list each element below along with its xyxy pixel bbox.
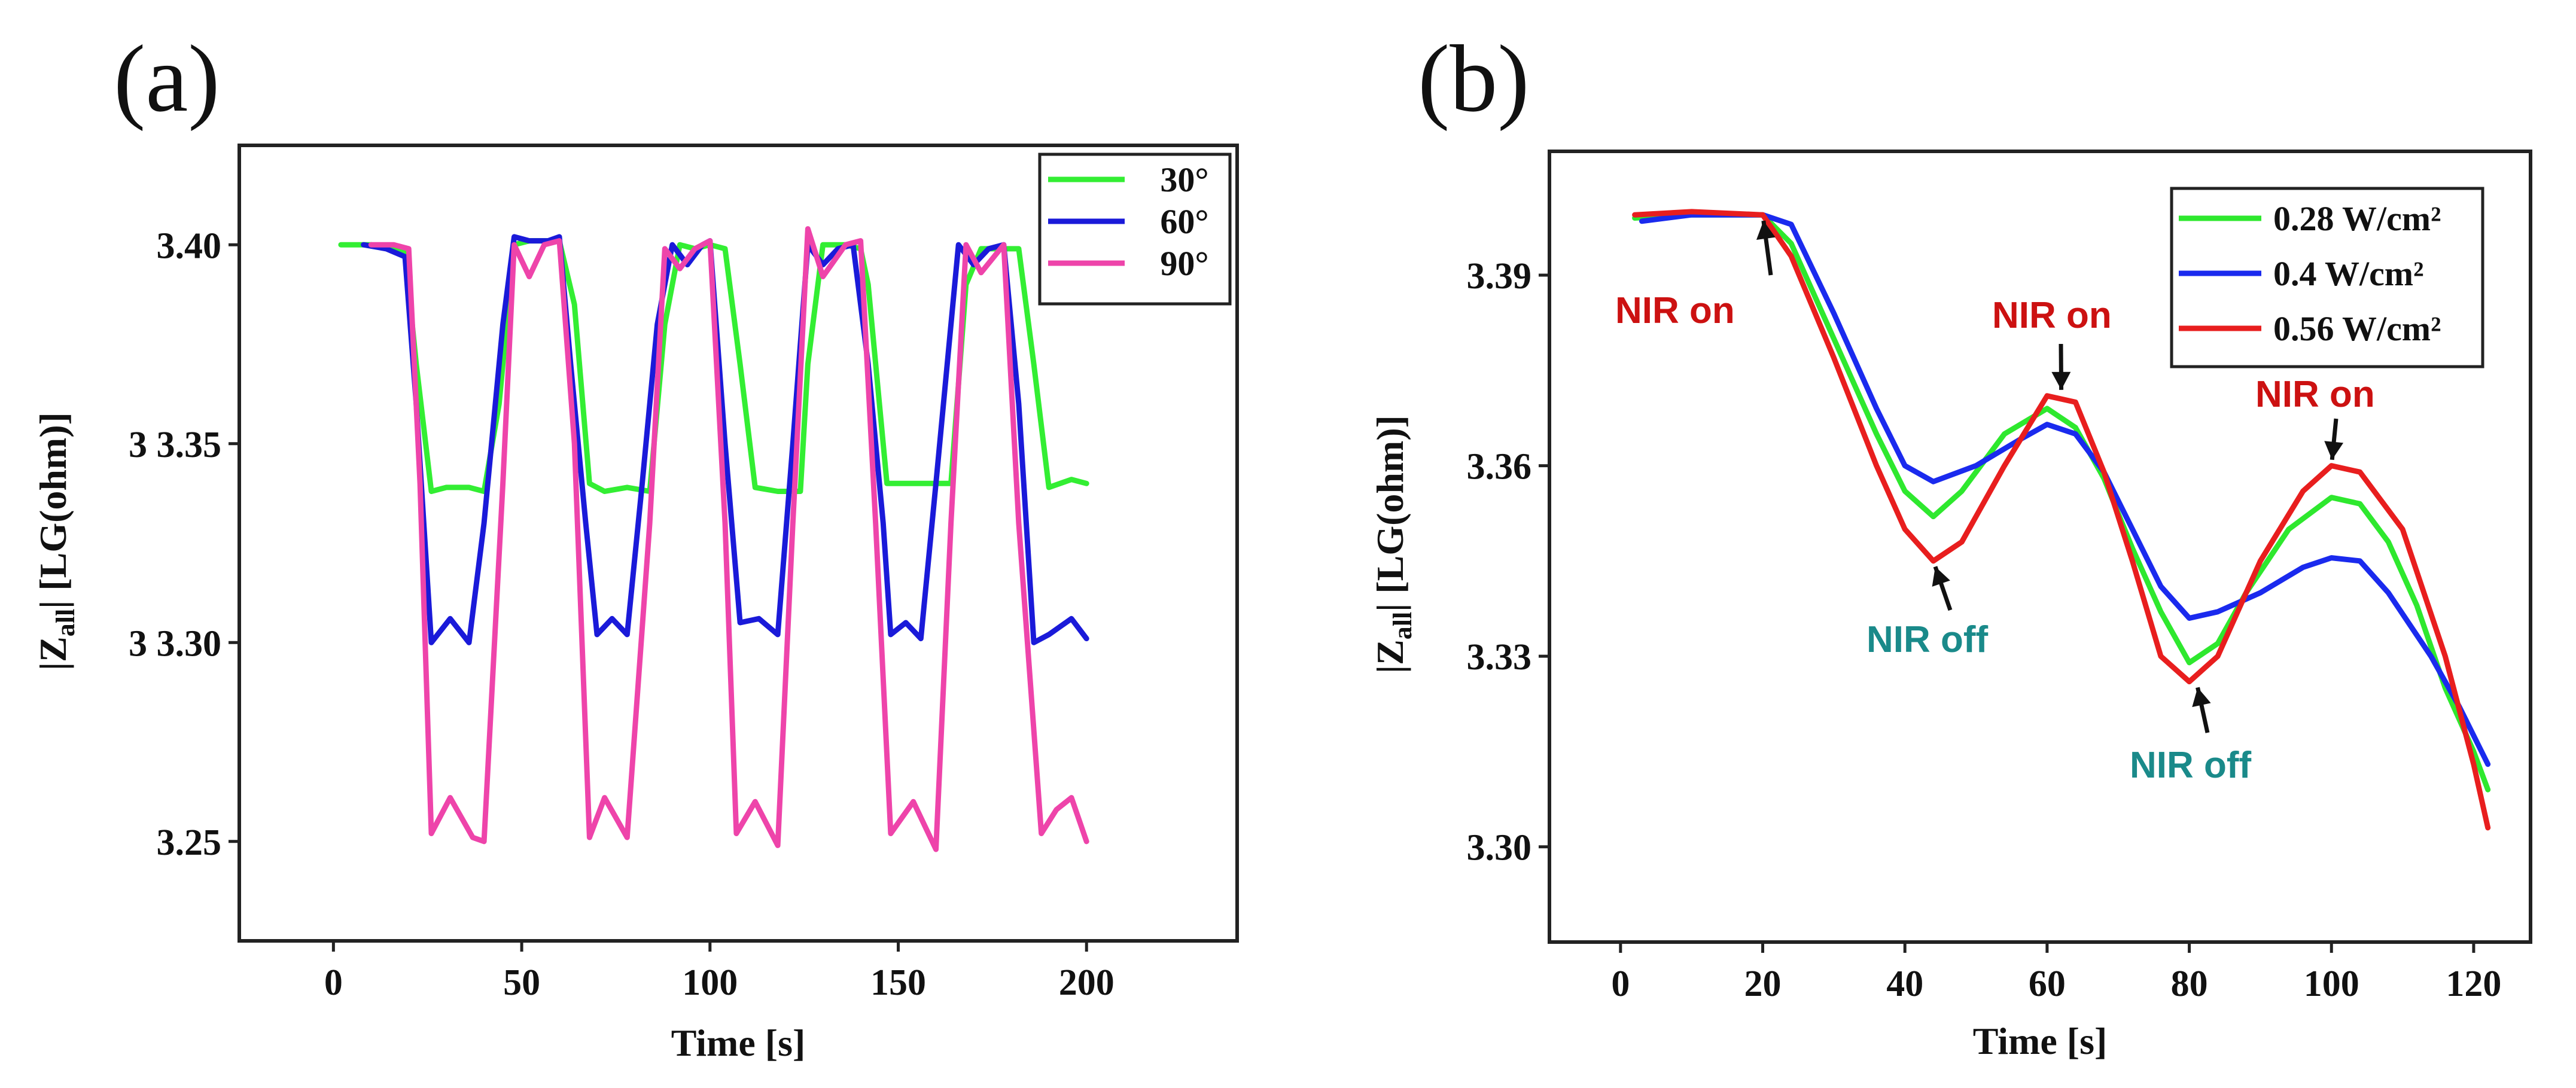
annotation-label: NIR off bbox=[2130, 745, 2252, 786]
legend-label-b: 0.28 W/cm² bbox=[2273, 199, 2441, 238]
y-tick-label-b: 3.33 bbox=[1467, 637, 1532, 678]
x-tick-label-b: 80 bbox=[2171, 964, 2208, 1004]
y-tick-label-b: 3.30 bbox=[1467, 828, 1532, 868]
y-axis-title-a-sub: all bbox=[51, 609, 80, 636]
x-tick-label-b: 120 bbox=[2446, 964, 2501, 1004]
x-ticks-a: 0 50 100 150 200 bbox=[324, 941, 1115, 1003]
legend-label-b: 0.56 W/cm² bbox=[2273, 309, 2441, 348]
y-axis-title-b-part1: |Z bbox=[1369, 639, 1411, 673]
x-tick-label-b: 0 bbox=[1611, 964, 1630, 1004]
plot-frame-a bbox=[237, 144, 1239, 943]
annotation-arrowhead bbox=[1932, 566, 1950, 587]
series-line-a-3 bbox=[368, 226, 1089, 852]
plot-frame-b bbox=[1548, 150, 2532, 944]
x-tick-label-a: 0 bbox=[324, 962, 343, 1003]
series-lines-a bbox=[338, 226, 1089, 852]
annotation-label: NIR on bbox=[1615, 290, 1735, 331]
y-axis-title-b: |Zall| [LG(ohm)] bbox=[1369, 415, 1417, 673]
y-tick-label-b: 3.36 bbox=[1467, 447, 1532, 487]
y-ticks-a: 3.25 3 3.30 3 3.35 3.40 bbox=[129, 225, 239, 863]
y-tick-label-a: 3 3.35 bbox=[129, 425, 221, 465]
x-axis-title-a: Time [s] bbox=[671, 1022, 806, 1064]
legend-label-a: 60° bbox=[1160, 202, 1208, 241]
panel-label-b: (b) bbox=[1418, 25, 1530, 132]
x-tick-label-b: 40 bbox=[1886, 964, 1923, 1004]
y-tick-label-b: 3.39 bbox=[1467, 256, 1532, 297]
y-axis-title-b-part2: | [LG(ohm)] bbox=[1369, 415, 1411, 612]
x-tick-label-b: 60 bbox=[2029, 964, 2066, 1004]
annotation-label: NIR on bbox=[2255, 374, 2375, 415]
legend-label-a: 90° bbox=[1160, 244, 1208, 283]
x-ticks-b: 0 20 40 60 80 100 120 bbox=[1611, 942, 2501, 1004]
y-axis-title-a-part2: | [LG(ohm)] bbox=[32, 412, 74, 609]
x-axis-title-b: Time [s] bbox=[1973, 1020, 2108, 1062]
y-tick-label-a: 3.25 bbox=[157, 822, 222, 863]
y-ticks-b: 3.30 3.33 3.36 3.39 bbox=[1467, 256, 1549, 868]
y-tick-label-a: 3 3.30 bbox=[129, 623, 221, 664]
annotations-b: NIR on NIR on NIR on NIR off NIR off bbox=[1615, 220, 2375, 786]
annotation-arrowhead bbox=[1756, 221, 1776, 240]
legend-b: 0.28 W/cm² 0.4 W/cm² 0.56 W/cm² bbox=[2170, 187, 2484, 368]
y-axis-title-b-sub: all bbox=[1388, 612, 1417, 639]
annotation-arrowhead bbox=[2192, 687, 2211, 708]
chart-panel-a: (a) 3.25 3 3.30 3 3.35 3.40 0 50 100 150 200 Ti… bbox=[32, 25, 1239, 1064]
annotation-label: NIR on bbox=[1992, 295, 2112, 336]
annotation-arrowhead bbox=[2051, 371, 2071, 390]
x-tick-label-b: 100 bbox=[2304, 964, 2359, 1004]
legend-entries-a: 30°60°90° bbox=[1048, 160, 1209, 283]
annotation-arrowhead bbox=[2324, 441, 2344, 460]
panel-label-a: (a) bbox=[114, 25, 220, 132]
y-axis-title-a-part1: |Z bbox=[32, 636, 74, 671]
legend-entries-b: 0.28 W/cm² 0.4 W/cm² 0.56 W/cm² bbox=[2179, 199, 2441, 348]
series-lines-b bbox=[1632, 209, 2491, 831]
series-line-b-3 bbox=[1632, 209, 2491, 831]
x-tick-label-b: 20 bbox=[1744, 964, 1782, 1004]
x-tick-label-a: 150 bbox=[870, 962, 926, 1003]
x-tick-label-a: 50 bbox=[503, 962, 540, 1003]
x-tick-label-a: 100 bbox=[682, 962, 738, 1003]
annotation-label: NIR off bbox=[1866, 619, 1989, 660]
chart-panel-b: (b) 3.30 3.33 3.36 3.39 0 20 40 60 80 100 120 NIR… bbox=[1369, 25, 2532, 1062]
y-tick-label-a: 3.40 bbox=[157, 225, 222, 266]
legend-label-a: 30° bbox=[1160, 160, 1208, 199]
legend-a: 30°60°90° bbox=[1038, 153, 1232, 306]
legend-label-b: 0.4 W/cm² bbox=[2273, 254, 2424, 293]
x-tick-label-a: 200 bbox=[1059, 962, 1115, 1003]
y-axis-title-a: |Zall| [LG(ohm)] bbox=[32, 412, 80, 671]
